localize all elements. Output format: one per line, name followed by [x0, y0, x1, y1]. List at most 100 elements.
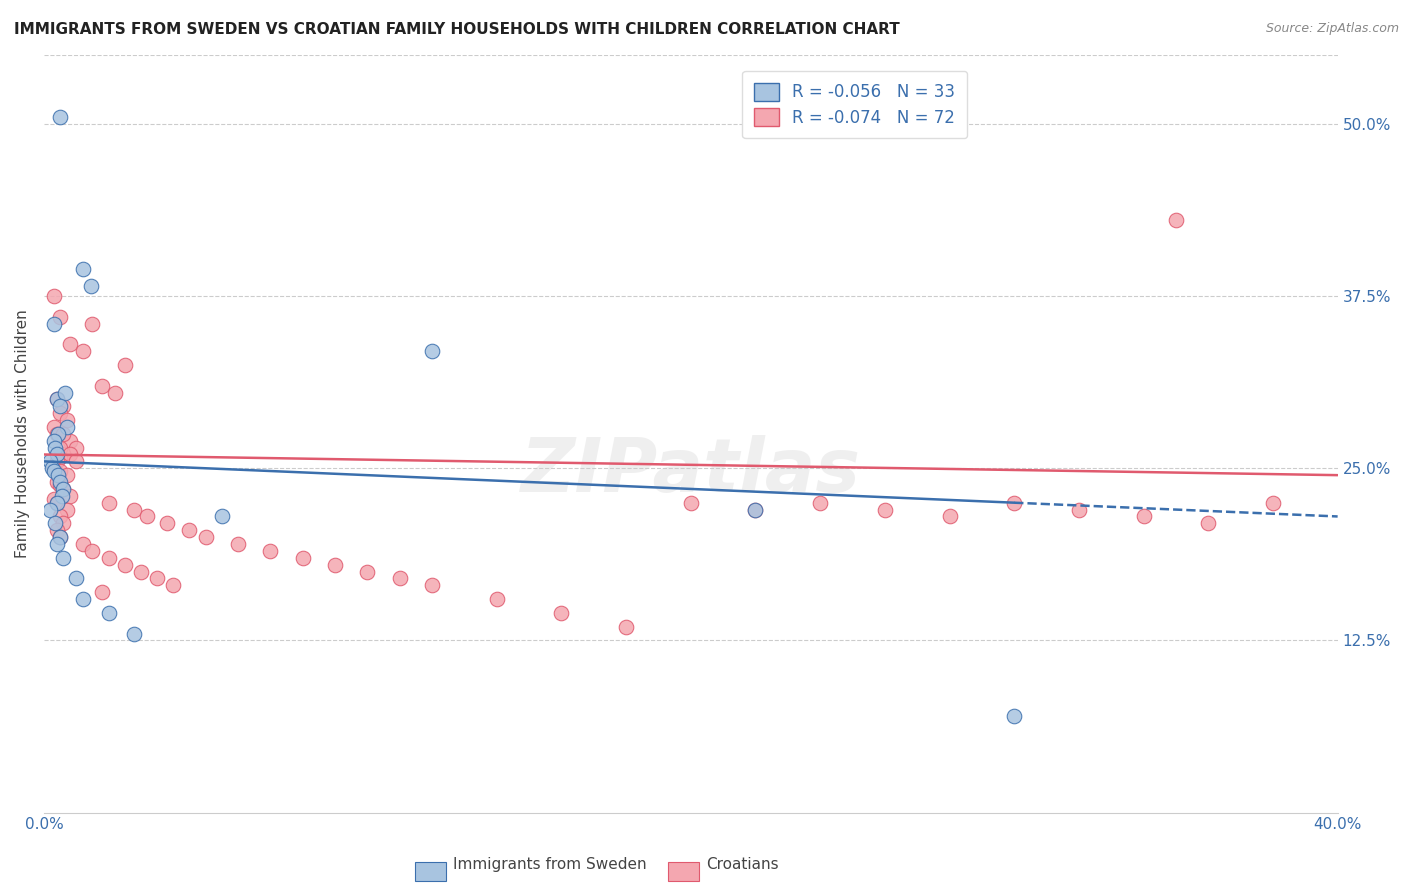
Point — [42, 317, 65, 331]
Point — [82, 544, 104, 558]
Point — [124, 626, 146, 640]
Y-axis label: Family Households with Children: Family Households with Children — [15, 310, 30, 558]
Point — [114, 558, 136, 572]
Point — [420, 344, 443, 359]
Point — [91, 378, 114, 392]
Point — [1197, 516, 1219, 531]
Point — [52, 550, 75, 565]
Point — [49, 530, 72, 544]
Point — [49, 441, 72, 455]
Point — [744, 502, 766, 516]
Text: IMMIGRANTS FROM SWEDEN VS CROATIAN FAMILY HOUSEHOLDS WITH CHILDREN CORRELATION C: IMMIGRANTS FROM SWEDEN VS CROATIAN FAMIL… — [14, 22, 900, 37]
Point — [356, 565, 378, 579]
Point — [42, 434, 65, 448]
Point — [388, 571, 411, 585]
Point — [45, 537, 67, 551]
Point — [49, 110, 72, 124]
Text: Immigrants from Sweden: Immigrants from Sweden — [453, 857, 647, 872]
Point — [873, 502, 896, 516]
Point — [39, 454, 62, 468]
Point — [420, 578, 443, 592]
Point — [938, 509, 960, 524]
Point — [550, 606, 572, 620]
Point — [41, 461, 63, 475]
Legend: R = -0.056   N = 33, R = -0.074   N = 72: R = -0.056 N = 33, R = -0.074 N = 72 — [742, 71, 967, 138]
Point — [48, 426, 70, 441]
Point — [72, 261, 94, 276]
Point — [55, 413, 77, 427]
Point — [1261, 496, 1284, 510]
Point — [97, 606, 120, 620]
Point — [744, 502, 766, 516]
Point — [45, 426, 67, 441]
Point — [45, 496, 67, 510]
Point — [52, 426, 75, 441]
Point — [97, 496, 120, 510]
Point — [485, 592, 508, 607]
Point — [114, 358, 136, 372]
Point — [59, 337, 82, 351]
Point — [45, 475, 67, 489]
Point — [1132, 509, 1154, 524]
Point — [45, 392, 67, 407]
Text: Croatians: Croatians — [706, 857, 779, 872]
Point — [42, 491, 65, 506]
Point — [679, 496, 702, 510]
Point — [211, 509, 233, 524]
Point — [291, 550, 314, 565]
Point — [44, 516, 66, 531]
Point — [1067, 502, 1090, 516]
Point — [49, 475, 72, 489]
Point — [65, 454, 87, 468]
Point — [42, 464, 65, 478]
Point — [49, 509, 72, 524]
Point — [129, 565, 152, 579]
Point — [49, 450, 72, 465]
Point — [42, 420, 65, 434]
Point — [156, 516, 179, 531]
Point — [45, 523, 67, 537]
Point — [162, 578, 184, 592]
Point — [194, 530, 217, 544]
Point — [53, 385, 76, 400]
Point — [52, 399, 75, 413]
Point — [124, 502, 146, 516]
Point — [45, 496, 67, 510]
Point — [72, 537, 94, 551]
Point — [65, 571, 87, 585]
Point — [55, 420, 77, 434]
Point — [52, 516, 75, 531]
Point — [104, 385, 127, 400]
Point — [97, 550, 120, 565]
Point — [55, 502, 77, 516]
Point — [52, 482, 75, 496]
Point — [808, 496, 831, 510]
Point — [72, 592, 94, 607]
Point — [59, 489, 82, 503]
Point — [1002, 709, 1025, 723]
Point — [72, 344, 94, 359]
Point — [1164, 213, 1187, 227]
Text: ZIPatlas: ZIPatlas — [520, 435, 860, 508]
Point — [614, 620, 637, 634]
Point — [52, 482, 75, 496]
Point — [44, 441, 66, 455]
Point — [42, 461, 65, 475]
Point — [91, 585, 114, 599]
Point — [179, 523, 201, 537]
Point — [48, 468, 70, 483]
Point — [226, 537, 249, 551]
Point — [51, 489, 73, 503]
Point — [49, 464, 72, 478]
Point — [82, 317, 104, 331]
Point — [45, 454, 67, 468]
Point — [259, 544, 281, 558]
Point — [39, 502, 62, 516]
Point — [146, 571, 169, 585]
Point — [49, 399, 72, 413]
Point — [52, 448, 75, 462]
Text: Source: ZipAtlas.com: Source: ZipAtlas.com — [1265, 22, 1399, 36]
Point — [59, 434, 82, 448]
Point — [49, 310, 72, 324]
Point — [45, 448, 67, 462]
